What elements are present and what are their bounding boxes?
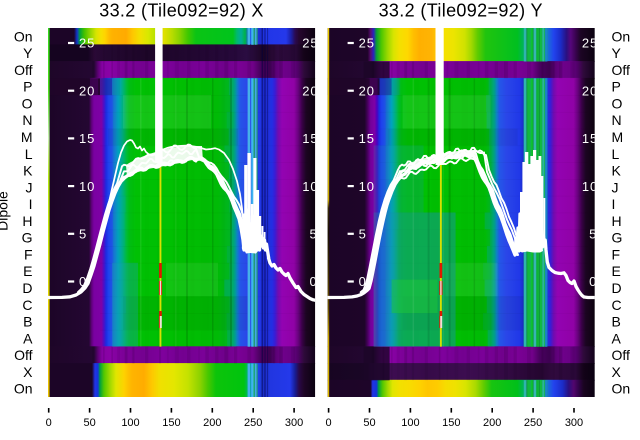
svg-text:E: E: [23, 263, 32, 279]
svg-text:0: 0: [310, 274, 318, 289]
svg-text:A: A: [23, 330, 33, 346]
svg-text:15: 15: [359, 131, 375, 146]
svg-text:N: N: [22, 112, 32, 128]
svg-text:10: 10: [302, 179, 318, 194]
svg-text:300: 300: [285, 417, 303, 429]
svg-text:O: O: [22, 96, 33, 112]
svg-text:25: 25: [79, 36, 95, 51]
svg-text:H: H: [22, 213, 32, 229]
svg-text:50: 50: [83, 417, 95, 429]
svg-text:0: 0: [589, 274, 597, 289]
svg-text:150: 150: [162, 417, 180, 429]
svg-text:5: 5: [79, 227, 87, 242]
svg-text:On: On: [14, 28, 33, 44]
svg-text:Off: Off: [612, 347, 631, 363]
svg-text:250: 250: [524, 417, 542, 429]
svg-text:D: D: [612, 280, 622, 296]
svg-text:20: 20: [582, 83, 598, 98]
svg-text:10: 10: [359, 179, 375, 194]
svg-text:P: P: [612, 79, 621, 95]
svg-text:I: I: [612, 196, 616, 212]
svg-text:5: 5: [310, 227, 318, 242]
svg-text:5: 5: [359, 227, 367, 242]
svg-text:J: J: [26, 179, 33, 195]
svg-text:B: B: [612, 314, 621, 330]
svg-text:N: N: [612, 112, 622, 128]
svg-text:250: 250: [244, 417, 262, 429]
svg-text:J: J: [612, 179, 619, 195]
svg-text:L: L: [612, 146, 620, 162]
svg-text:C: C: [612, 297, 622, 313]
svg-text:X: X: [612, 364, 622, 380]
svg-text:20: 20: [359, 83, 375, 98]
svg-text:50: 50: [363, 417, 375, 429]
svg-text:G: G: [22, 230, 33, 246]
svg-text:20: 20: [79, 83, 95, 98]
svg-text:15: 15: [582, 131, 598, 146]
svg-text:H: H: [612, 213, 622, 229]
svg-text:Off: Off: [612, 62, 631, 78]
svg-text:Y: Y: [23, 45, 33, 61]
svg-text:200: 200: [203, 417, 221, 429]
svg-text:B: B: [23, 314, 32, 330]
svg-text:25: 25: [302, 36, 318, 51]
svg-text:K: K: [23, 163, 33, 179]
svg-text:M: M: [612, 129, 624, 145]
svg-text:0: 0: [359, 274, 367, 289]
svg-text:On: On: [14, 381, 33, 397]
svg-text:G: G: [612, 230, 623, 246]
svg-text:C: C: [22, 297, 32, 313]
svg-text:On: On: [612, 381, 631, 397]
svg-text:F: F: [24, 246, 33, 262]
svg-text:10: 10: [79, 179, 95, 194]
svg-text:100: 100: [121, 417, 139, 429]
svg-text:15: 15: [302, 131, 318, 146]
svg-text:F: F: [612, 246, 621, 262]
svg-text:20: 20: [302, 83, 318, 98]
svg-text:100: 100: [401, 417, 419, 429]
svg-text:200: 200: [483, 417, 501, 429]
svg-text:K: K: [612, 163, 622, 179]
svg-text:Off: Off: [14, 62, 33, 78]
svg-text:O: O: [612, 96, 623, 112]
svg-text:L: L: [25, 146, 33, 162]
svg-text:33.2 (Tile092=92) X: 33.2 (Tile092=92) X: [99, 1, 264, 21]
svg-text:I: I: [29, 196, 33, 212]
svg-text:E: E: [612, 263, 621, 279]
svg-text:5: 5: [589, 227, 597, 242]
svg-text:10: 10: [582, 179, 598, 194]
svg-text:25: 25: [582, 36, 598, 51]
svg-text:Dipole: Dipole: [0, 191, 11, 231]
svg-text:15: 15: [79, 131, 95, 146]
svg-text:0: 0: [326, 417, 332, 429]
svg-text:150: 150: [442, 417, 460, 429]
svg-text:300: 300: [565, 417, 583, 429]
svg-text:P: P: [23, 79, 32, 95]
svg-text:33.2 (Tile092=92) Y: 33.2 (Tile092=92) Y: [379, 1, 543, 21]
svg-text:0: 0: [46, 417, 52, 429]
svg-text:M: M: [21, 129, 33, 145]
svg-text:X: X: [23, 364, 33, 380]
svg-text:25: 25: [359, 36, 375, 51]
svg-text:On: On: [612, 28, 631, 44]
svg-text:A: A: [612, 330, 622, 346]
svg-text:Off: Off: [14, 347, 33, 363]
svg-text:0: 0: [79, 274, 87, 289]
svg-text:Y: Y: [612, 45, 622, 61]
svg-text:D: D: [22, 280, 32, 296]
